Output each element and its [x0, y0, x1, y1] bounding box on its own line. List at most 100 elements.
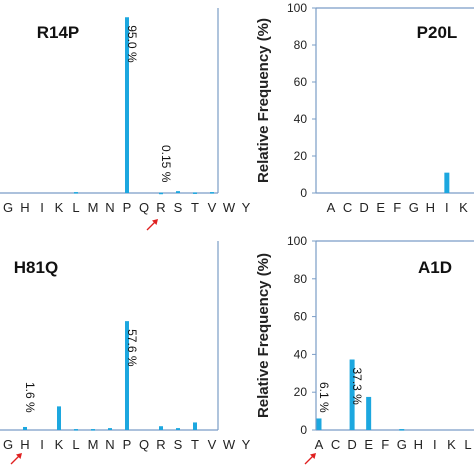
x-tick-label: L — [464, 437, 471, 452]
data-label: 57.6 % — [125, 329, 139, 367]
y-tick-label: 80 — [294, 272, 308, 286]
bar — [193, 192, 197, 194]
bar — [193, 422, 197, 430]
y-tick-label: 20 — [294, 385, 308, 399]
x-tick-label: I — [40, 437, 44, 452]
bar — [349, 359, 355, 430]
bar — [316, 418, 322, 430]
x-tick-label: G — [409, 200, 419, 215]
x-tick-label: D — [347, 437, 356, 452]
data-label: 1.6 % — [23, 382, 37, 413]
bar — [23, 426, 27, 430]
x-tick-label: I — [445, 200, 449, 215]
bar — [74, 192, 78, 194]
x-tick-label: K — [55, 437, 64, 452]
x-tick-label: C — [343, 200, 352, 215]
x-tick-label: E — [376, 200, 385, 215]
x-tick-label: L — [72, 437, 79, 452]
bar — [108, 428, 112, 430]
bar — [210, 192, 214, 194]
x-tick-label: G — [397, 437, 407, 452]
x-tick-label: H — [20, 200, 29, 215]
bar — [176, 428, 180, 430]
bar — [399, 429, 405, 431]
red-arrow-head — [310, 453, 316, 459]
panel-r14p: R14P G H I K L M N P Q R S T V W Y 95.0 % 0.15 % — [0, 8, 251, 231]
y-tick-label: 100 — [287, 1, 307, 15]
y-tick-label: 80 — [294, 38, 308, 52]
x-tick-label: H — [20, 437, 29, 452]
bar — [125, 17, 129, 193]
data-label: 95.0 % — [125, 25, 139, 63]
bar — [444, 172, 450, 193]
panel-title: H81Q — [14, 258, 58, 277]
panel-p20l: 0 20 40 60 80 100 Relative Frequency (%) P20L A C… — [255, 1, 474, 215]
y-tick-label: 0 — [300, 186, 307, 200]
x-tick-label: Y — [242, 200, 251, 215]
data-label: 6.1 % — [317, 382, 331, 413]
x-tick-label: K — [55, 200, 64, 215]
x-tick-label: K — [459, 200, 468, 215]
bar — [57, 406, 61, 430]
panel-title: P20L — [417, 23, 458, 42]
x-tick-label: M — [88, 200, 99, 215]
x-tick-label: F — [393, 200, 401, 215]
x-tick-label: H — [426, 200, 435, 215]
x-tick-label: P — [123, 200, 132, 215]
x-tick-label: I — [433, 437, 437, 452]
y-axis-label: Relative Frequency (%) — [255, 18, 272, 183]
x-tick-label: W — [223, 437, 236, 452]
y-tick-label: 20 — [294, 149, 308, 163]
x-tick-label: E — [364, 437, 373, 452]
bar — [125, 321, 129, 430]
x-tick-label: T — [191, 437, 199, 452]
x-tick-label: V — [208, 437, 217, 452]
x-tick-label: R — [156, 437, 165, 452]
bar — [74, 429, 78, 431]
x-tick-label: Q — [139, 200, 149, 215]
x-tick-label: H — [414, 437, 423, 452]
y-tick-label: 60 — [294, 310, 308, 324]
x-tick-label: N — [105, 200, 114, 215]
x-tick-label: I — [40, 200, 44, 215]
bar — [366, 396, 372, 430]
x-tick-label: T — [191, 200, 199, 215]
x-tick-label: G — [3, 437, 13, 452]
bar — [176, 191, 180, 193]
panel-a1d: 0 20 40 60 80 100 Relative Frequency (%) A1D A C D… — [255, 234, 474, 465]
data-label: 0.15 % — [159, 145, 173, 183]
x-tick-label: N — [105, 437, 114, 452]
y-tick-label: 0 — [300, 423, 307, 437]
x-tick-label: V — [208, 200, 217, 215]
x-tick-label: S — [174, 200, 183, 215]
x-tick-label: G — [3, 200, 13, 215]
bar — [159, 426, 163, 430]
x-tick-label: M — [88, 437, 99, 452]
x-tick-label: W — [223, 200, 236, 215]
red-arrow-head — [16, 453, 22, 459]
x-tick-label: P — [123, 437, 132, 452]
panel-h81q: H81Q G H I K L M N P Q R S T V W Y 1.6 % 57.6 % — [0, 241, 251, 465]
bar — [159, 192, 163, 195]
panel-title: R14P — [37, 23, 80, 42]
x-tick-label: A — [315, 437, 324, 452]
x-tick-label: R — [156, 200, 165, 215]
x-tick-label: Q — [139, 437, 149, 452]
y-tick-label: 60 — [294, 75, 308, 89]
x-tick-label: D — [359, 200, 368, 215]
y-tick-label: 100 — [287, 234, 307, 248]
x-tick-label: C — [331, 437, 340, 452]
x-tick-label: A — [327, 200, 336, 215]
y-tick-label: 40 — [294, 112, 308, 126]
x-tick-label: S — [174, 437, 183, 452]
bar — [91, 429, 95, 431]
red-arrow-head — [152, 219, 158, 225]
y-tick-label: 40 — [294, 347, 308, 361]
x-tick-label: L — [72, 200, 79, 215]
x-tick-label: F — [381, 437, 389, 452]
x-tick-label: K — [447, 437, 456, 452]
x-tick-label: Y — [242, 437, 251, 452]
y-axis-label: Relative Frequency (%) — [255, 253, 272, 418]
panel-title: A1D — [418, 258, 452, 277]
